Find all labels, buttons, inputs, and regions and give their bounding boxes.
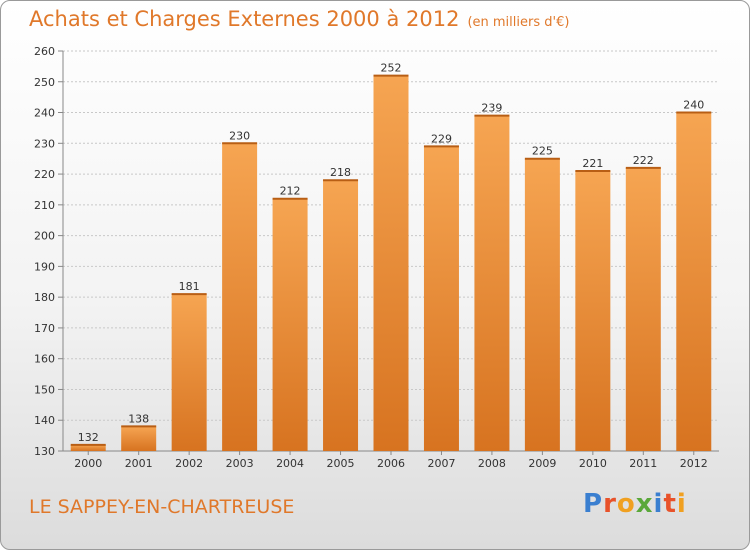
data-label: 218 xyxy=(330,166,351,179)
bar xyxy=(171,294,207,451)
y-tick-label: 150 xyxy=(34,383,55,396)
data-label: 240 xyxy=(683,99,704,112)
logo-letter: i xyxy=(676,489,687,519)
commune-name: LE SAPPEY-EN-CHARTREUSE xyxy=(29,496,295,518)
bar xyxy=(222,143,258,452)
proxiti-logo: Proxiti xyxy=(583,489,687,519)
y-tick-label: 220 xyxy=(34,168,55,181)
x-tick-label: 2004 xyxy=(276,457,304,470)
x-tick-label: 2005 xyxy=(327,457,355,470)
logo-letter: o xyxy=(616,489,636,519)
data-label: 252 xyxy=(381,62,402,75)
logo-letter: t xyxy=(663,489,677,519)
y-tick-label: 210 xyxy=(34,199,55,212)
x-tick-label: 2009 xyxy=(528,457,556,470)
chart-unit: (en milliers d'€) xyxy=(467,15,570,30)
bar xyxy=(676,112,712,452)
chart-title: Achats et Charges Externes 2000 à 2012 (e… xyxy=(29,7,569,31)
chart-title-text: Achats et Charges Externes 2000 à 2012 xyxy=(29,7,460,31)
data-label: 239 xyxy=(481,102,502,115)
y-tick-label: 240 xyxy=(34,107,55,120)
logo-letter: i xyxy=(653,489,664,519)
x-tick-label: 2001 xyxy=(125,457,153,470)
bar xyxy=(524,158,560,451)
bar xyxy=(272,198,308,451)
y-tick-label: 130 xyxy=(34,445,55,458)
x-tick-label: 2002 xyxy=(175,457,203,470)
bar xyxy=(575,171,611,451)
data-label: 181 xyxy=(179,280,200,293)
x-tick-label: 2010 xyxy=(579,457,607,470)
x-tick-label: 2003 xyxy=(226,457,254,470)
y-tick-label: 260 xyxy=(34,45,55,58)
y-tick-label: 200 xyxy=(34,230,55,243)
y-tick-label: 180 xyxy=(34,291,55,304)
y-tick-label: 140 xyxy=(34,414,55,427)
bar xyxy=(474,115,510,451)
y-tick-label: 160 xyxy=(34,353,55,366)
data-label: 132 xyxy=(78,431,99,444)
y-tick-label: 230 xyxy=(34,137,55,150)
x-tick-label: 2000 xyxy=(74,457,102,470)
x-tick-label: 2008 xyxy=(478,457,506,470)
data-label: 221 xyxy=(582,157,603,170)
bar xyxy=(423,146,459,451)
logo-letter: P xyxy=(583,489,604,519)
x-tick-label: 2006 xyxy=(377,457,405,470)
y-tick-label: 170 xyxy=(34,322,55,335)
x-tick-label: 2011 xyxy=(629,457,657,470)
data-label: 225 xyxy=(532,145,553,158)
data-label: 230 xyxy=(229,129,250,142)
bar xyxy=(625,167,661,451)
bar xyxy=(121,426,157,451)
data-label: 229 xyxy=(431,132,452,145)
x-tick-label: 2007 xyxy=(427,457,455,470)
y-tick-label: 190 xyxy=(34,260,55,273)
logo-letter: x xyxy=(635,489,654,519)
x-tick-label: 2012 xyxy=(680,457,708,470)
data-label: 222 xyxy=(633,154,654,167)
logo-letter: r xyxy=(603,489,617,519)
y-tick-label: 250 xyxy=(34,76,55,89)
data-label: 138 xyxy=(128,412,149,425)
bar xyxy=(373,75,409,451)
data-label: 212 xyxy=(280,185,301,198)
bar xyxy=(323,180,359,451)
bar xyxy=(70,444,106,451)
